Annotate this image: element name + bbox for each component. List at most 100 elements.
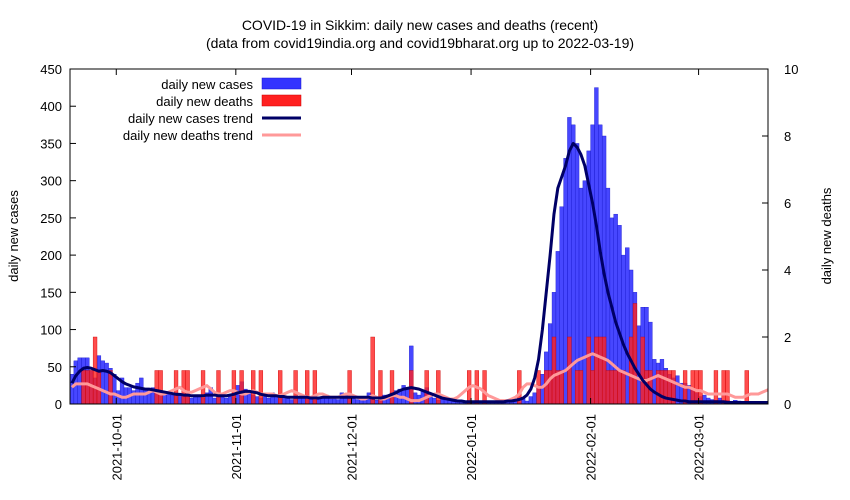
x-tick-label: 2022-01-01 [464, 414, 479, 481]
cases-bar [316, 399, 321, 404]
deaths-bar [613, 370, 618, 404]
deaths-bar [767, 370, 768, 404]
y2-tick-label: 8 [784, 129, 791, 144]
deaths-bar [278, 370, 283, 404]
cases-bar [177, 394, 183, 404]
deaths-bar [517, 370, 522, 404]
deaths-bar [216, 370, 221, 404]
deaths-bar [231, 370, 237, 404]
cases-bar [574, 143, 580, 404]
deaths-bar [347, 370, 352, 404]
cases-bar [636, 325, 641, 404]
deaths-bar [239, 370, 244, 404]
cases-bar [166, 393, 171, 404]
deaths-bar [559, 370, 564, 404]
deaths-bar [258, 370, 264, 404]
cases-bar [528, 396, 533, 404]
x-tick-label: 2021-10-01 [109, 414, 124, 481]
deaths-bar [621, 370, 626, 404]
legend-cases-trend-label: daily new cases trend [128, 111, 253, 126]
y-tick-label: 200 [40, 248, 62, 263]
cases-trend-line [70, 141, 768, 404]
x-tick-label: 2022-02-01 [584, 414, 599, 481]
y-tick-label: 400 [40, 99, 62, 114]
legend-cases-swatch [261, 77, 302, 90]
deaths-bar [81, 370, 86, 404]
y2-tick-label: 0 [784, 397, 791, 412]
deaths-bar [578, 370, 584, 404]
deaths-bar [698, 370, 703, 404]
deaths-bar [185, 370, 190, 404]
y2-axis-label: daily new deaths [819, 187, 834, 284]
deaths-bar [482, 370, 487, 404]
cases-bar [297, 397, 302, 404]
deaths-bar [795, 371, 799, 405]
cases-bar [104, 362, 109, 404]
cases-bar [197, 396, 202, 404]
deaths-bar [154, 370, 159, 404]
deaths-bar [370, 336, 375, 404]
cases-bar [374, 400, 379, 404]
deaths-bar [551, 336, 557, 404]
legend-deaths-swatch [261, 94, 302, 107]
cases-bar [266, 397, 271, 404]
deaths-bar [181, 370, 186, 404]
y-tick-label: 250 [40, 211, 62, 226]
cases-bar [112, 374, 117, 404]
deaths-bar [609, 370, 614, 404]
cases-bar [772, 403, 776, 404]
deaths-trend-line [70, 352, 768, 403]
cases-bar [247, 392, 252, 404]
cases-bar [413, 392, 418, 404]
cases-bar [100, 360, 105, 404]
y-tick-label: 450 [40, 62, 62, 77]
cases-bar [625, 247, 630, 404]
deaths-bar [601, 336, 607, 404]
y-tick-label: 100 [40, 323, 62, 338]
y-tick-label: 0 [55, 397, 62, 412]
deaths-bar [744, 370, 749, 404]
deaths-bar [108, 370, 113, 404]
deaths-bar [389, 370, 395, 404]
deaths-bar [574, 370, 580, 404]
cases-bar [139, 377, 144, 404]
cases-bar [332, 397, 337, 404]
x-tick-label: 2022-03-01 [692, 414, 707, 481]
deaths-bar [158, 370, 163, 404]
cases-bar [143, 388, 148, 404]
deaths-bar [694, 370, 699, 404]
cases-bar [780, 403, 784, 404]
y-tick-label: 300 [40, 174, 62, 189]
deaths-bar [424, 370, 429, 404]
deaths-bar [251, 370, 256, 404]
cases-bar [227, 396, 233, 404]
y-axis-label: daily new cases [6, 190, 21, 282]
deaths-bar [776, 371, 780, 405]
deaths-bar [544, 370, 549, 404]
y-tick-label: 350 [40, 136, 62, 151]
chart-subtitle: (data from covid19india.org and covid19b… [206, 35, 634, 51]
y2-tick-label: 4 [784, 263, 791, 278]
cases-bar [532, 392, 537, 404]
cases-bar [355, 399, 360, 404]
deaths-bar [590, 370, 595, 404]
x-tick-label: 2021-12-01 [345, 414, 360, 481]
cases-bar [405, 388, 410, 404]
cases-bar [440, 399, 445, 404]
cases-bar [335, 399, 341, 404]
deaths-bar [312, 370, 318, 404]
cases-bar [582, 180, 587, 404]
cases-bar [189, 397, 194, 404]
deaths-bar [640, 336, 645, 404]
deaths-bar [628, 336, 634, 404]
deaths-bar [547, 370, 553, 404]
deaths-bar [598, 336, 603, 404]
cases-bar [540, 374, 545, 404]
cases-bar [254, 396, 260, 404]
deaths-bar [725, 370, 730, 404]
y2-tick-label: 10 [784, 62, 798, 77]
deaths-bar [605, 370, 611, 404]
cases-bar [212, 397, 217, 404]
plot-frame [69, 68, 769, 405]
